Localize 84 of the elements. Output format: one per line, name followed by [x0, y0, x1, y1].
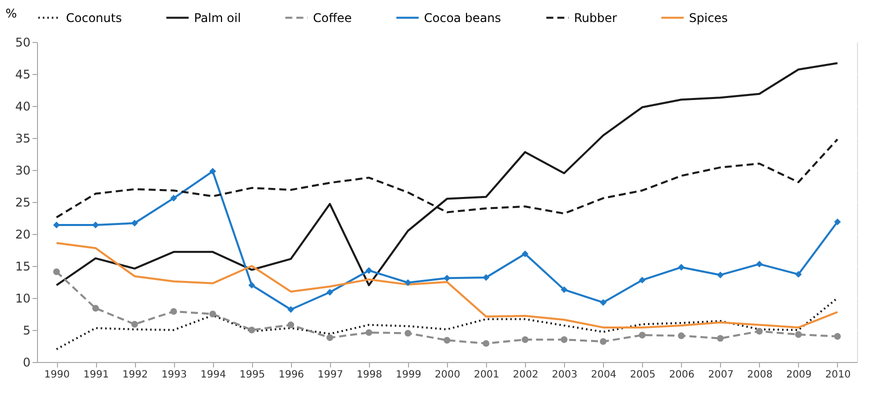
point: [209, 310, 216, 318]
point: [53, 268, 60, 276]
x-tick-label: 2010: [825, 370, 851, 380]
x-tick-label: 2008: [747, 370, 773, 380]
legend-label: Spices: [689, 10, 728, 25]
y-axis-title: %: [6, 6, 17, 20]
point: [678, 264, 685, 271]
x-tick-label: 2004: [590, 370, 616, 380]
point: [404, 279, 412, 286]
point: [404, 330, 412, 337]
point: [638, 332, 646, 338]
x-tick-label: 1990: [44, 370, 70, 380]
x-tick-label: 2009: [786, 370, 812, 380]
point: [248, 326, 256, 334]
point: [716, 272, 724, 278]
point: [131, 320, 138, 328]
point: [92, 222, 99, 228]
point: [522, 250, 528, 258]
line-series: [56, 242, 838, 328]
y-tick-label: 0: [22, 356, 30, 370]
point: [795, 270, 802, 278]
x-tick-label: 1995: [240, 370, 265, 380]
point: [482, 340, 490, 347]
y-tick-label: 15: [15, 260, 30, 274]
point: [170, 194, 178, 202]
y-tick-label: 30: [15, 164, 30, 178]
point: [522, 336, 528, 343]
line-series: [56, 62, 838, 286]
point: [600, 338, 607, 345]
point: [560, 286, 568, 294]
point: [92, 304, 99, 312]
y-tick-label: 25: [15, 196, 30, 210]
point: [716, 334, 724, 342]
point: [678, 332, 685, 340]
point: [444, 274, 450, 282]
x-tick-label: 1991: [83, 370, 109, 380]
point: [482, 274, 490, 281]
x-tick-label: 2001: [474, 370, 500, 380]
point: [287, 322, 294, 328]
point: [834, 333, 841, 340]
legend-label: Rubber: [574, 10, 618, 25]
point: [366, 329, 372, 336]
legend-label: Palm oil: [194, 10, 241, 25]
y-tick-label: 45: [15, 68, 30, 82]
x-tick-label: 2006: [669, 370, 695, 380]
y-tick-label: 5: [22, 324, 30, 338]
point: [209, 168, 216, 175]
x-tick-label: 2000: [434, 370, 460, 380]
x-tick-label: 1992: [122, 370, 148, 380]
point: [287, 306, 294, 313]
y-tick-label: 10: [15, 292, 30, 306]
x-tick-label: 1998: [356, 370, 382, 380]
point: [560, 336, 568, 343]
legend-label: Coffee: [313, 10, 352, 25]
x-tick-label: 2005: [630, 370, 656, 380]
y-tick-label: 40: [15, 100, 30, 114]
y-tick-label: 50: [15, 36, 30, 50]
point: [756, 328, 763, 335]
y-tick-label: 35: [15, 132, 30, 146]
point: [795, 331, 802, 338]
point: [53, 222, 60, 228]
x-tick-label: 1996: [278, 370, 304, 380]
point: [248, 282, 256, 289]
x-tick-label: 1993: [161, 370, 187, 380]
y-tick-label: 20: [15, 228, 30, 242]
point: [600, 299, 607, 306]
point: [131, 220, 138, 226]
legend-label: Cocoa beans: [424, 10, 502, 25]
x-tick-label: 2007: [708, 370, 734, 380]
point: [366, 267, 372, 274]
line-series: [56, 297, 838, 350]
point: [638, 276, 646, 284]
x-tick-label: 1994: [200, 370, 226, 380]
x-tick-label: 2003: [552, 370, 578, 380]
point: [444, 336, 450, 344]
x-tick-label: 1997: [318, 370, 344, 380]
x-tick-label: 2002: [512, 370, 538, 380]
point: [170, 308, 178, 315]
legend-label: Coconuts: [66, 10, 122, 25]
point: [756, 260, 763, 268]
point: [326, 334, 334, 342]
point: [834, 218, 841, 226]
x-tick-label: 1999: [396, 370, 422, 380]
point: [326, 288, 334, 296]
